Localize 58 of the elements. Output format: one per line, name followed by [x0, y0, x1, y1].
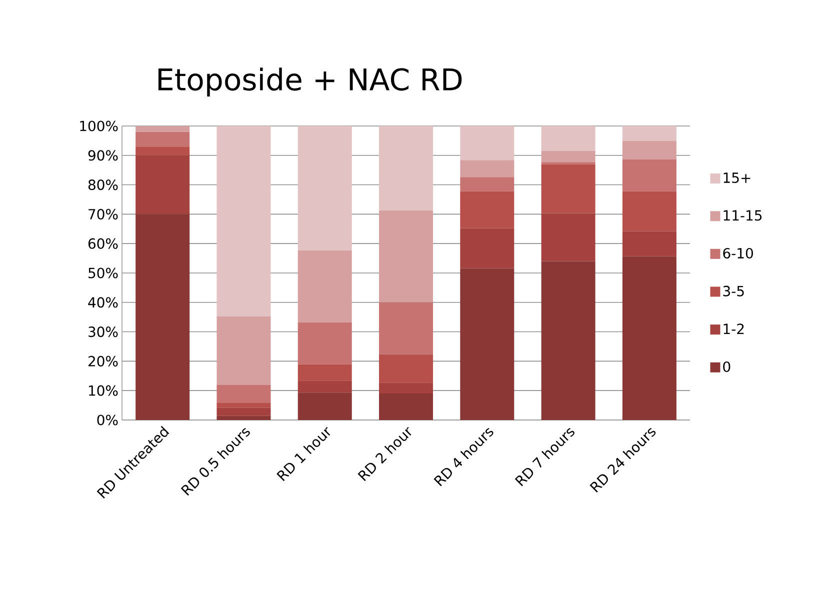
bar	[136, 155, 190, 214]
bar	[216, 316, 271, 385]
y-tick-label: 0%	[97, 414, 118, 426]
bar	[216, 126, 271, 316]
bar	[460, 228, 514, 268]
legend-label: 11-15	[724, 210, 762, 221]
legend-label: 0	[723, 361, 730, 372]
bar	[298, 126, 352, 250]
bar	[622, 140, 676, 160]
y-tick-label: 80%	[88, 180, 118, 190]
chart-title: Etoposide + NAC RD	[158, 68, 462, 96]
bar	[541, 150, 596, 162]
bar	[216, 384, 271, 403]
bar	[622, 231, 676, 256]
bar	[460, 177, 514, 192]
bar	[379, 382, 434, 394]
bar	[622, 126, 676, 141]
bar	[379, 354, 434, 383]
bar	[298, 380, 352, 393]
y-tick-label: 90%	[88, 150, 118, 161]
legend-label: 6-10	[723, 248, 753, 259]
bar	[622, 159, 676, 192]
legend-label: 3-5	[723, 286, 744, 296]
bar	[216, 416, 271, 420]
bar	[216, 408, 271, 416]
y-tick-label: 10%	[89, 385, 118, 396]
y-tick-label: 40%	[88, 297, 118, 308]
bar	[379, 210, 434, 302]
bar	[298, 322, 352, 364]
bar	[298, 250, 352, 322]
y-tick-label: 20%	[88, 356, 118, 366]
y-tick-label: 50%	[88, 268, 118, 278]
legend-label: 15+	[724, 172, 750, 184]
y-tick-label: 100%	[80, 120, 118, 132]
bar	[622, 256, 676, 420]
bar	[460, 160, 514, 178]
bar	[379, 126, 434, 210]
bar	[541, 126, 596, 151]
bar	[541, 261, 596, 420]
bar	[460, 268, 514, 420]
y-tick-label: 60%	[88, 238, 118, 249]
bar	[379, 394, 434, 420]
bar	[136, 214, 190, 420]
bar	[136, 132, 190, 147]
bar	[379, 302, 434, 354]
y-tick-label: 30%	[88, 326, 118, 338]
bar	[622, 191, 676, 232]
bar	[541, 213, 596, 262]
bar	[460, 191, 514, 228]
legend-label: 1-2	[724, 324, 744, 334]
bar	[541, 164, 596, 214]
bar	[298, 364, 352, 381]
bar	[298, 392, 352, 420]
bar	[136, 126, 190, 132]
bar	[136, 146, 190, 156]
y-tick-label: 70%	[88, 208, 118, 220]
bar	[216, 402, 271, 408]
bar	[460, 126, 514, 160]
